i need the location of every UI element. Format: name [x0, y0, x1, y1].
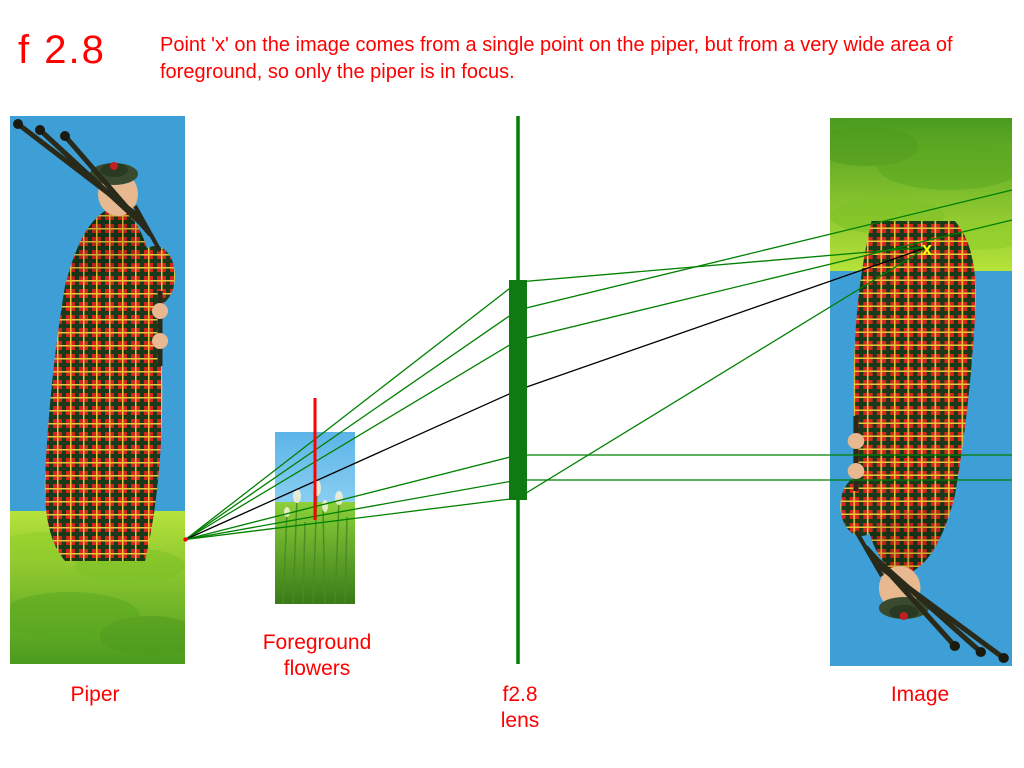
foreground-label: Foreground flowers — [247, 630, 387, 683]
description-text: Point 'x' on the image comes from a sing… — [160, 32, 990, 86]
piper-label: Piper — [50, 682, 140, 708]
x-marker: x — [922, 239, 932, 260]
projected-image — [830, 118, 1012, 666]
foreground-flowers-image — [275, 432, 355, 604]
aperture-title: f 2.8 — [18, 28, 106, 73]
piper-image — [10, 116, 185, 664]
image-label: Image — [870, 682, 970, 708]
lens-label: f2.8 lens — [485, 682, 555, 735]
